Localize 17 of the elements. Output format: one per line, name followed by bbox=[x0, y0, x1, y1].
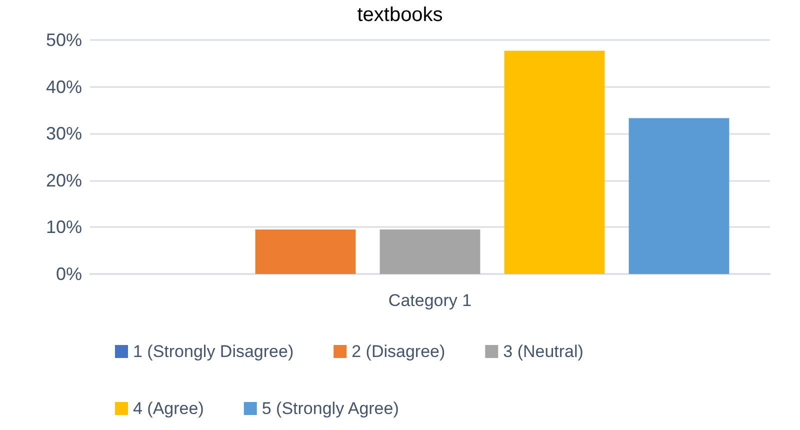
legend-label: 3 (Neutral) bbox=[503, 342, 584, 361]
y-tick-label: 20% bbox=[46, 170, 82, 190]
legend-label: 2 (Disagree) bbox=[352, 342, 446, 361]
bar bbox=[628, 118, 730, 274]
legend-label: 1 (Strongly Disagree) bbox=[133, 342, 294, 361]
bar bbox=[380, 230, 480, 274]
legend-label: 4 (Agree) bbox=[133, 399, 204, 418]
bar bbox=[504, 50, 605, 274]
y-tick-label: 40% bbox=[46, 76, 82, 97]
chart-title: textbooks bbox=[357, 4, 443, 26]
legend-label: 5 (Strongly Agree) bbox=[262, 399, 399, 418]
y-tick-label: 50% bbox=[46, 30, 82, 50]
x-tick-label: Category 1 bbox=[388, 291, 472, 310]
bar bbox=[255, 230, 356, 274]
y-tick-label: 10% bbox=[46, 217, 82, 238]
y-tick-label: 0% bbox=[56, 264, 82, 284]
y-tick-label: 30% bbox=[46, 124, 82, 144]
